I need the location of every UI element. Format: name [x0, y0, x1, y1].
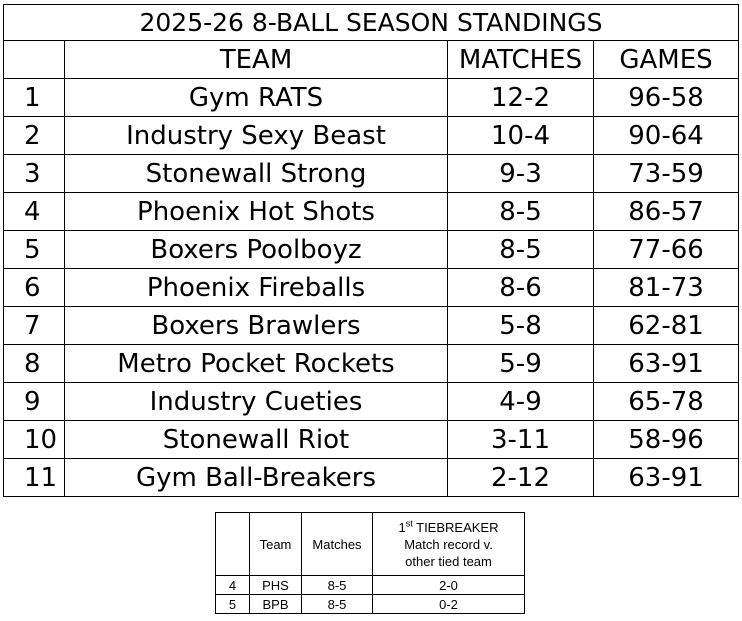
rank-cell: 8 [3, 344, 65, 383]
tiebreaker-rank-cell: 5 [215, 594, 250, 614]
standings-row: 11 Gym Ball-Breakers 2-12 63-91 [3, 458, 740, 497]
rank-cell: 1 [3, 78, 65, 117]
tiebreaker-matches-header: Matches [301, 512, 373, 576]
tiebreaker-rank-cell: 4 [215, 575, 250, 595]
standings-row: 2 Industry Sexy Beast 10-4 90-64 [3, 116, 740, 155]
matches-cell: 5-8 [447, 306, 594, 345]
tiebreaker-matches-cell: 8-5 [301, 594, 373, 614]
tiebreaker-ordinal-suffix: st [405, 518, 413, 529]
standings-table: 2025-26 8-BALL SEASON STANDINGS TEAM MAT… [2, 4, 740, 497]
team-cell: Gym Ball-Breakers [64, 458, 448, 497]
tiebreaker-title: TIEBREAKER [412, 519, 499, 535]
team-cell: Stonewall Riot [64, 420, 448, 459]
games-cell: 81-73 [592, 268, 740, 307]
tiebreaker-matches-cell: 8-5 [301, 575, 373, 595]
games-cell: 58-96 [592, 420, 740, 459]
matches-cell: 8-6 [447, 268, 594, 307]
standings-title: 2025-26 8-BALL SEASON STANDINGS [2, 4, 740, 41]
tiebreaker-ordinal: 1 [398, 519, 406, 535]
matches-cell: 3-11 [447, 420, 594, 459]
standings-row: 5 Boxers Poolboyz 8-5 77-66 [3, 230, 740, 269]
matches-cell: 4-9 [447, 382, 594, 421]
team-cell: Stonewall Strong [64, 154, 448, 193]
rank-cell: 9 [3, 382, 65, 421]
games-cell: 62-81 [592, 306, 740, 345]
matches-cell: 8-5 [447, 230, 594, 269]
tiebreaker-row: 5 BPB 8-5 0-2 [215, 594, 525, 614]
tiebreaker-record-cell: 2-0 [372, 575, 525, 595]
team-cell: Boxers Brawlers [64, 306, 448, 345]
tiebreaker-line-3: other tied team [405, 553, 492, 569]
tiebreaker-line-2: Match record v. [404, 536, 493, 552]
rank-cell: 3 [3, 154, 65, 193]
team-cell: Gym RATS [64, 78, 448, 117]
rank-cell: 4 [3, 192, 65, 231]
rank-cell: 5 [3, 230, 65, 269]
standings-row: 6 Phoenix Fireballs 8-6 81-73 [3, 268, 740, 307]
rank-cell: 2 [3, 116, 65, 155]
rank-cell: 11 [3, 458, 65, 497]
games-cell: 90-64 [592, 116, 740, 155]
team-cell: Phoenix Fireballs [64, 268, 448, 307]
rank-cell: 7 [3, 306, 65, 345]
standings-row: 9 Industry Cueties 4-9 65-78 [3, 382, 740, 421]
tiebreaker-team-header: Team [249, 512, 302, 576]
team-cell: Phoenix Hot Shots [64, 192, 448, 231]
games-cell: 73-59 [592, 154, 740, 193]
title-row: 2025-26 8-BALL SEASON STANDINGS [2, 4, 740, 41]
matches-cell: 2-12 [447, 458, 594, 497]
tiebreaker-row: 4 PHS 8-5 2-0 [215, 575, 525, 595]
standings-row: 10 Stonewall Riot 3-11 58-96 [3, 420, 740, 459]
standings-row: 7 Boxers Brawlers 5-8 62-81 [3, 306, 740, 345]
games-cell: 86-57 [592, 192, 740, 231]
games-cell: 65-78 [592, 382, 740, 421]
matches-cell: 5-9 [447, 344, 594, 383]
tiebreaker-team-cell: PHS [249, 575, 302, 595]
team-header: TEAM [64, 40, 448, 79]
tiebreaker-table: Team Matches 1st TIEBREAKER Match record… [215, 512, 525, 614]
rank-cell: 10 [3, 420, 65, 459]
matches-header: MATCHES [447, 40, 594, 79]
tiebreaker-rank-header [215, 512, 250, 576]
tiebreaker-team-cell: BPB [249, 594, 302, 614]
team-cell: Industry Cueties [64, 382, 448, 421]
matches-cell: 10-4 [447, 116, 594, 155]
tiebreaker-header-row: Team Matches 1st TIEBREAKER Match record… [215, 512, 525, 576]
matches-cell: 12-2 [447, 78, 594, 117]
games-cell: 77-66 [592, 230, 740, 269]
games-header: GAMES [592, 40, 740, 79]
rank-cell: 6 [3, 268, 65, 307]
matches-cell: 8-5 [447, 192, 594, 231]
matches-cell: 9-3 [447, 154, 594, 193]
tiebreaker-criteria-header: 1st TIEBREAKER Match record v. other tie… [372, 512, 525, 576]
games-cell: 63-91 [592, 344, 740, 383]
tiebreaker-record-cell: 0-2 [372, 594, 525, 614]
games-cell: 96-58 [592, 78, 740, 117]
team-cell: Boxers Poolboyz [64, 230, 448, 269]
standings-row: 8 Metro Pocket Rockets 5-9 63-91 [3, 344, 740, 383]
standings-row: 3 Stonewall Strong 9-3 73-59 [3, 154, 740, 193]
header-row: TEAM MATCHES GAMES [3, 40, 740, 79]
team-cell: Industry Sexy Beast [64, 116, 448, 155]
standings-row: 1 Gym RATS 12-2 96-58 [3, 78, 740, 117]
standings-row: 4 Phoenix Hot Shots 8-5 86-57 [3, 192, 740, 231]
team-cell: Metro Pocket Rockets [64, 344, 448, 383]
rank-header [3, 40, 65, 79]
games-cell: 63-91 [592, 458, 740, 497]
